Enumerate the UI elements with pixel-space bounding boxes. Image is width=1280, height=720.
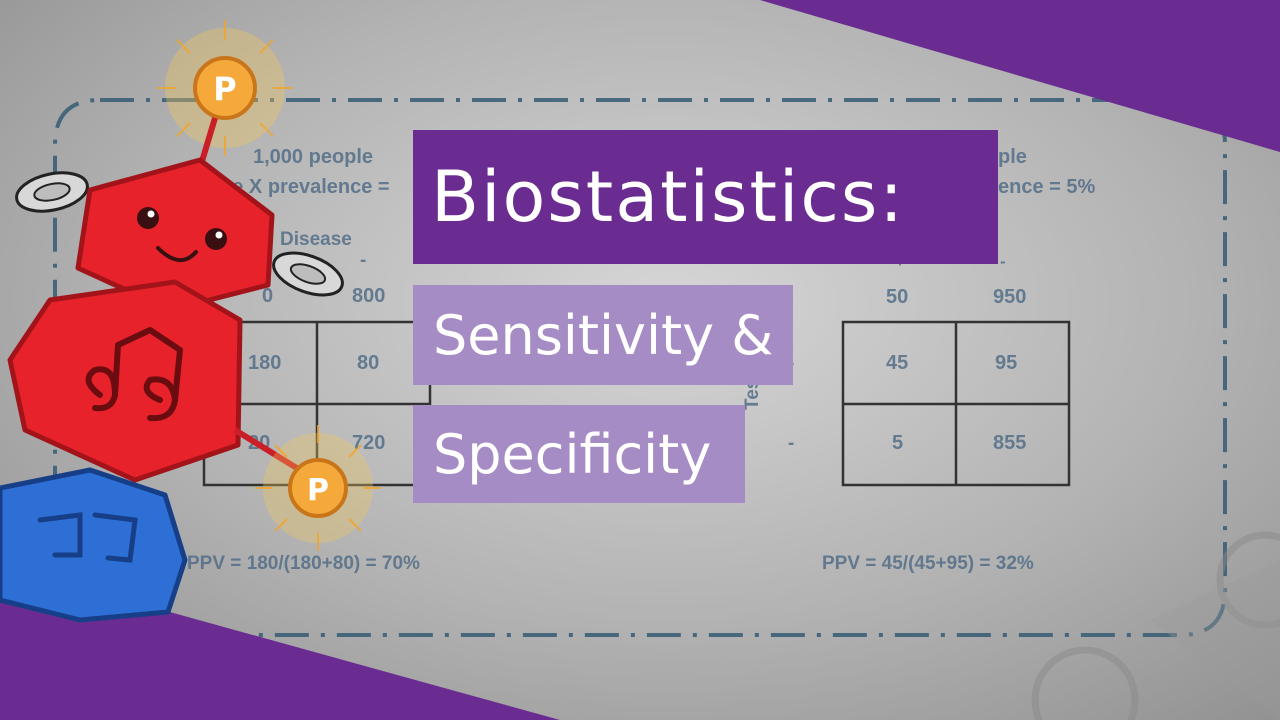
top-badge-icon: P <box>157 20 293 156</box>
right-cell-tn: 855 <box>993 432 1027 454</box>
right-col-total-left: 50 <box>886 286 909 308</box>
right-col-total-right: 950 <box>993 286 1027 308</box>
left-prevalence-label: ase X prevalence = <box>210 176 390 198</box>
left-cell-tn: 720 <box>352 432 386 454</box>
left-propeller-icon <box>15 171 89 213</box>
left-ppv-formula: PPV = 180/(180+80) = 70% <box>187 553 420 574</box>
right-propeller-icon <box>272 251 344 297</box>
subtitle-banner-top: Sensitivity & <box>413 285 793 385</box>
robot-body <box>7 279 243 483</box>
title-line-biostatistics: Biostatistics: <box>431 156 905 238</box>
title-banner: Biostatistics: <box>413 130 998 264</box>
right-population-label: ple <box>998 146 1027 168</box>
svg-text:P: P <box>307 473 329 508</box>
svg-text:P: P <box>213 70 236 108</box>
left-col-total-left: 0 <box>262 285 274 307</box>
right-prevalence-label: ence = 5% <box>998 176 1096 198</box>
left-col-total-right: 800 <box>352 285 386 307</box>
right-cell-fn: 5 <box>892 432 904 454</box>
right-row-minus-bottom: - <box>788 433 795 454</box>
subtitle-line-sensitivity: Sensitivity & <box>433 303 774 367</box>
bottom-badge-icon: P <box>255 425 381 551</box>
robot-base <box>0 467 188 623</box>
left-population-label: 1,000 people <box>253 146 374 168</box>
robot-head <box>75 157 275 313</box>
right-cell-tp: 45 <box>886 352 909 374</box>
right-cell-fp: 95 <box>995 352 1018 374</box>
right-ppv-formula: PPV = 45/(45+95) = 32% <box>822 553 1034 574</box>
robot-base-emblem-icon <box>37 512 138 563</box>
left-cell-tp: 180 <box>248 352 282 374</box>
right-minus-sign: - <box>1000 252 1006 271</box>
subtitle-banner-bottom: Specificity <box>413 405 745 503</box>
left-minus-sign: - <box>360 250 367 271</box>
subtitle-line-specificity: Specificity <box>433 422 712 486</box>
robot-emblem-icon <box>85 327 183 422</box>
left-disease-label: Disease <box>280 229 352 250</box>
left-cell-fp: 80 <box>357 352 380 374</box>
